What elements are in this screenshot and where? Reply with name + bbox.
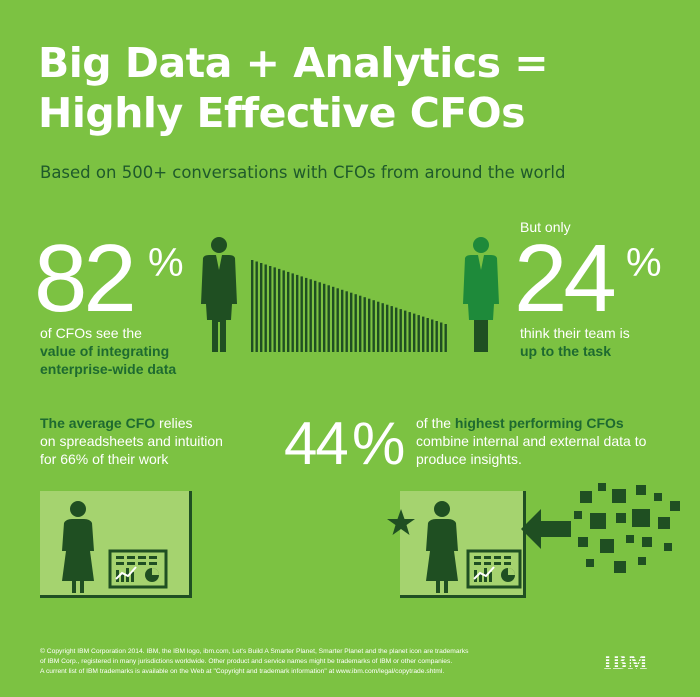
stat-24-line-2: up to the task: [520, 343, 612, 359]
bar-slope-bar: [345, 291, 348, 352]
bar-slope-bar: [444, 324, 447, 352]
bar-slope-bar: [372, 300, 375, 352]
stat-44-emphasis: highest performing CFOs: [454, 415, 624, 431]
stat-82-text: of CFOs see the value of integrating ent…: [40, 324, 220, 378]
top-cfo-illustration: [387, 501, 522, 593]
bar-slope-bar: [377, 301, 380, 352]
bar-slope-graphic: [251, 260, 447, 352]
page-title: Big Data + Analytics = Highly Effective …: [38, 38, 688, 138]
person-female-icon: [62, 501, 94, 593]
bar-slope-bar: [278, 268, 281, 352]
average-cfo-line-3: for 66% of their work: [40, 451, 169, 467]
stat-24-percent: %: [626, 241, 662, 285]
bar-slope-bar: [273, 267, 276, 352]
bar-slope-bar: [296, 274, 299, 352]
title-line-1: Big Data + Analytics =: [38, 39, 549, 87]
person-dark-icon: [201, 237, 237, 352]
bar-slope-bar: [422, 316, 425, 352]
average-cfo-emphasis: The average CFO: [40, 415, 156, 431]
average-cfo-illustration: [62, 501, 168, 593]
bar-slope-bar: [314, 280, 317, 352]
stat-82-line-3: enterprise-wide data: [40, 361, 177, 377]
chart-board-icon: [466, 549, 522, 589]
bar-slope-bar: [251, 260, 254, 352]
bar-slope-bar: [404, 310, 407, 352]
bar-slope-bar: [359, 295, 362, 352]
stat-82-line-2: value of integrating: [40, 343, 170, 359]
stat-24-number: 24: [514, 225, 617, 332]
average-cfo-line-2: on spreadsheets and intuition: [40, 433, 223, 449]
bar-slope-bar: [341, 289, 344, 352]
stat-44-text: of the highest performing CFOs combine i…: [416, 414, 696, 468]
average-cfo-line-1: relies: [155, 415, 193, 431]
star-icon: [387, 509, 415, 535]
bar-slope-bar: [291, 273, 294, 352]
stat-44-line-3: produce insights.: [416, 451, 522, 467]
subtitle: Based on 500+ conversations with CFOs fr…: [40, 163, 566, 182]
bar-slope-bar: [327, 285, 330, 352]
bar-slope-bar: [440, 322, 443, 352]
bar-slope-bar: [354, 294, 357, 352]
person-female-icon: [426, 501, 458, 593]
stat-24-text: think their team is up to the task: [520, 324, 690, 360]
bar-slope-bar: [255, 261, 258, 352]
cfo-comparison-graphic: [201, 237, 499, 352]
data-squares-graphic: [574, 483, 680, 573]
bar-slope-bar: [350, 292, 353, 352]
stat-44-line-2: combine internal and external data to: [416, 433, 647, 449]
bar-slope-bar: [426, 318, 429, 352]
bar-slope-bar: [368, 298, 371, 352]
bar-slope-bar: [399, 309, 402, 352]
bar-slope-bar: [269, 266, 272, 352]
footer-line-3: A current list of IBM trademarks is avai…: [40, 668, 445, 675]
arrow-left-icon: [521, 509, 571, 549]
bar-slope-bar: [413, 313, 416, 352]
stat-82-line-1: of CFOs see the: [40, 325, 142, 341]
bar-slope-bar: [408, 312, 411, 352]
bar-slope-bar: [332, 286, 335, 352]
stat-44-percent: %: [352, 410, 406, 477]
bar-slope-bar: [390, 306, 393, 352]
stat-44-number: 44: [284, 410, 349, 477]
stat-44-line-1-pre: of the: [416, 415, 455, 431]
bar-slope-bar: [318, 282, 321, 352]
bar-slope-bar: [435, 321, 438, 352]
bar-slope-bar: [305, 277, 308, 352]
bar-slope-bar: [363, 297, 366, 352]
bar-slope-bar: [300, 276, 303, 352]
bar-slope-bar: [287, 271, 290, 352]
chart-board-icon: [108, 549, 168, 589]
stat-82-percent: %: [148, 241, 184, 285]
ibm-logo: IBM: [595, 651, 657, 673]
stat-82-number: 82: [34, 225, 137, 332]
bar-slope-bar: [309, 279, 312, 352]
bar-slope-bar: [260, 263, 263, 352]
person-green-icon: [463, 237, 499, 352]
bar-slope-bar: [386, 304, 389, 352]
bar-slope-bar: [323, 283, 326, 352]
bar-slope-bar: [336, 288, 339, 352]
stat-24-intro: But only: [520, 219, 571, 235]
bar-slope-bar: [431, 319, 434, 352]
title-line-2: Highly Effective CFOs: [38, 89, 526, 137]
footer-line-1: © Copyright IBM Corporation 2014. IBM, t…: [40, 648, 469, 655]
stat-24-line-1: think their team is: [520, 325, 630, 341]
bar-slope-bar: [381, 303, 384, 352]
footer-line-2: of IBM Corp., registered in many jurisdi…: [40, 658, 453, 665]
bar-slope-bar: [282, 270, 285, 352]
bar-slope-bar: [395, 307, 398, 352]
bar-slope-bar: [417, 315, 420, 352]
copyright-footer: © Copyright IBM Corporation 2014. IBM, t…: [40, 647, 560, 677]
average-cfo-text: The average CFO relies on spreadsheets a…: [40, 414, 280, 468]
bar-slope-bar: [264, 264, 267, 352]
